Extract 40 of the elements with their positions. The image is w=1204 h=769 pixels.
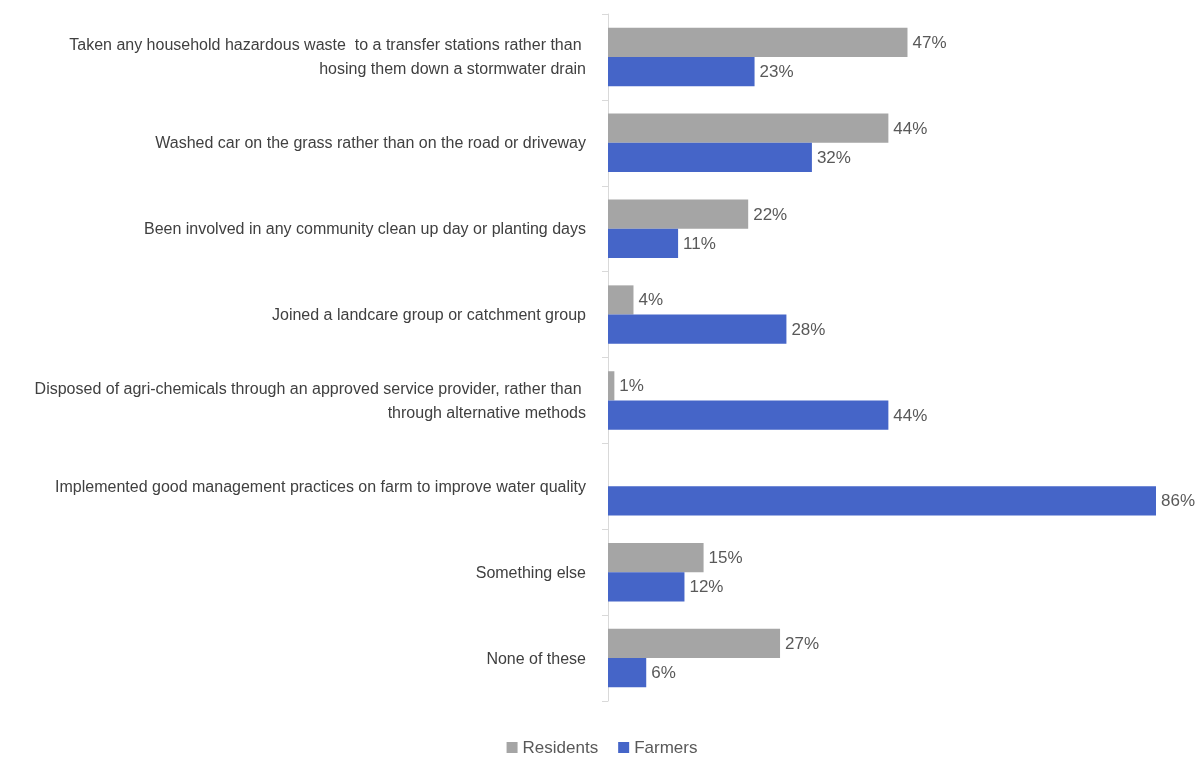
legend-label: Residents [522, 738, 599, 757]
data-label: 6% [651, 663, 676, 683]
bar [608, 542, 704, 573]
legend-label: Farmers [634, 738, 698, 757]
y-tick-label: Something else [475, 563, 587, 581]
data-label: 4% [638, 290, 664, 310]
data-label: 27% [785, 633, 820, 653]
y-tick-label: Washed car on the grass rather than on the road or driveway [155, 134, 586, 152]
bar [608, 142, 812, 173]
bar [608, 228, 679, 258]
data-label: 86% [1161, 491, 1196, 511]
bar [608, 285, 634, 315]
bar [608, 113, 889, 143]
data-label: 23% [759, 62, 794, 82]
bar [608, 199, 749, 229]
y-tick-label: Joined a landcare group or catchment group [272, 306, 587, 324]
bar [608, 56, 755, 87]
bar [608, 572, 685, 602]
data-label: 44% [893, 118, 928, 138]
y-tick-label: Taken any household hazardous waste to a transfer stations rather than hosing them down a stormwater drain [69, 36, 586, 78]
y-tick-label: Been involved in any community clean up day or planting days [143, 220, 586, 238]
data-label: 1% [619, 376, 644, 396]
bar [608, 27, 908, 57]
bar [608, 658, 647, 688]
data-label: 12% [689, 577, 724, 597]
data-label: 28% [791, 319, 826, 339]
bar [608, 371, 615, 401]
y-tick-label: Implemented good management practices on farm to improve water quality [55, 477, 586, 495]
bar [608, 400, 889, 430]
bar [608, 314, 787, 344]
data-label: 15% [708, 548, 743, 568]
data-label: 11% [683, 233, 716, 253]
data-label: 47% [912, 32, 947, 52]
bar [608, 628, 781, 659]
data-label: 22% [753, 204, 788, 224]
data-label: 44% [893, 405, 928, 425]
y-tick-label: None of these [486, 649, 587, 667]
data-label: 32% [816, 147, 851, 167]
bar [608, 486, 1156, 516]
y-tick-label: Disposed of agri-chemicals through an approved service provider, rather than through alternative methods [34, 379, 586, 421]
